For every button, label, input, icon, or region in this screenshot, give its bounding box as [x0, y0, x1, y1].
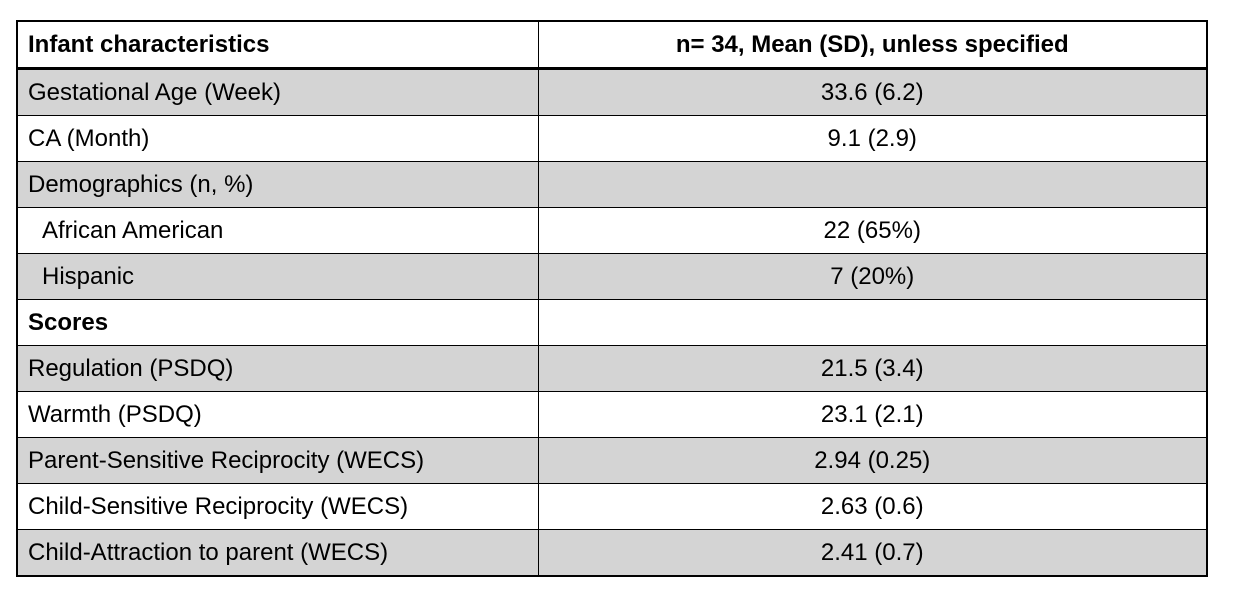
row-value: 9.1 (2.9) [537, 115, 1208, 162]
row-value: 23.1 (2.1) [537, 391, 1208, 438]
row-label: Warmth (PSDQ) [16, 391, 539, 438]
row-label: Regulation (PSDQ) [16, 345, 539, 392]
infant-characteristics-table-container: Infant characteristics n= 34, Mean (SD),… [16, 20, 1208, 577]
table-header-row: Infant characteristics n= 34, Mean (SD),… [16, 20, 1208, 70]
column-header-statistics: n= 34, Mean (SD), unless specified [537, 20, 1208, 70]
column-header-characteristics: Infant characteristics [16, 20, 539, 70]
table-row-regulation: Regulation (PSDQ) 21.5 (3.4) [16, 345, 1208, 392]
table-row-african-american: African American 22 (65%) [16, 207, 1208, 254]
row-label: Hispanic [16, 253, 539, 300]
row-label: Scores [16, 299, 539, 346]
row-label: African American [16, 207, 539, 254]
table-row-child-attraction: Child-Attraction to parent (WECS) 2.41 (… [16, 529, 1208, 577]
row-value [537, 161, 1208, 208]
table-row-demographics-section: Demographics (n, %) [16, 161, 1208, 208]
row-value: 21.5 (3.4) [537, 345, 1208, 392]
table-row-gestational-age: Gestational Age (Week) 33.6 (6.2) [16, 68, 1208, 116]
row-label: CA (Month) [16, 115, 539, 162]
row-value: 7 (20%) [537, 253, 1208, 300]
row-label: Gestational Age (Week) [16, 68, 539, 116]
row-value: 2.41 (0.7) [537, 529, 1208, 577]
row-label: Child-Attraction to parent (WECS) [16, 529, 539, 577]
table-row-parent-sensitive-reciprocity: Parent-Sensitive Reciprocity (WECS) 2.94… [16, 437, 1208, 484]
table-row-ca: CA (Month) 9.1 (2.9) [16, 115, 1208, 162]
row-value: 33.6 (6.2) [537, 68, 1208, 116]
row-value [537, 299, 1208, 346]
row-label: Parent-Sensitive Reciprocity (WECS) [16, 437, 539, 484]
table-row-warmth: Warmth (PSDQ) 23.1 (2.1) [16, 391, 1208, 438]
row-label: Child-Sensitive Reciprocity (WECS) [16, 483, 539, 530]
row-value: 2.94 (0.25) [537, 437, 1208, 484]
table-row-hispanic: Hispanic 7 (20%) [16, 253, 1208, 300]
row-value: 22 (65%) [537, 207, 1208, 254]
table-row-child-sensitive-reciprocity: Child-Sensitive Reciprocity (WECS) 2.63 … [16, 483, 1208, 530]
row-value: 2.63 (0.6) [537, 483, 1208, 530]
row-label: Demographics (n, %) [16, 161, 539, 208]
infant-characteristics-table: Infant characteristics n= 34, Mean (SD),… [16, 20, 1208, 577]
table-row-scores-section: Scores [16, 299, 1208, 346]
